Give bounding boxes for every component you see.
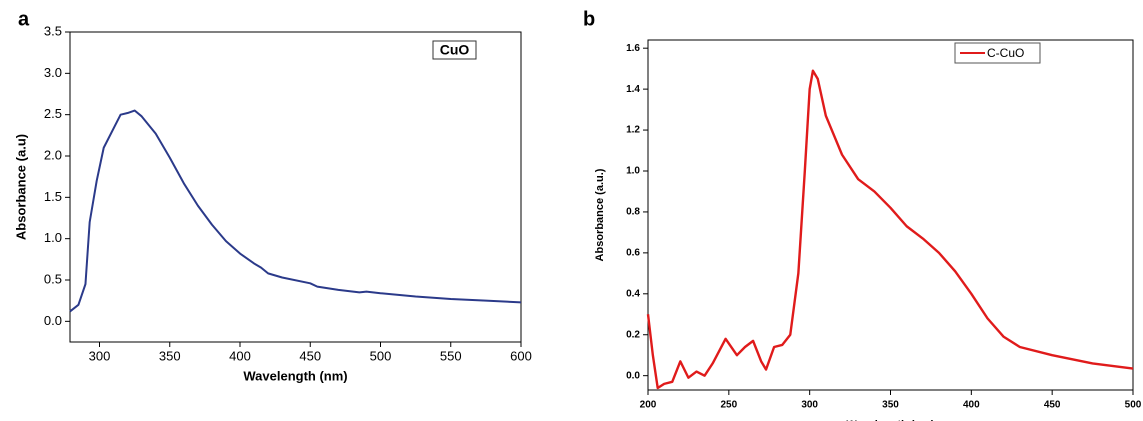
y-tick-label: 0.0 [44,313,62,328]
y-tick-label: 0.0 [626,370,640,381]
x-tick-label: 300 [801,400,818,411]
x-tick-label: 200 [640,400,657,411]
x-tick-label: 450 [1044,400,1061,411]
x-tick-label: 400 [229,348,251,363]
y-tick-label: 0.5 [44,271,62,286]
y-tick-label: 1.4 [626,84,640,95]
y-tick-label: 2.5 [44,106,62,121]
y-tick-label: 0.4 [626,288,640,299]
y-tick-label: 1.6 [626,43,640,54]
x-axis-label: Wavelength (nm) [243,368,347,383]
y-tick-label: 1.2 [626,125,640,136]
x-tick-label: 550 [440,348,462,363]
data-line [646,69,1134,390]
y-axis-label: Absorbance (a.u) [13,134,28,240]
y-tick-label: 0.2 [626,329,640,340]
legend-label: C-CuO [987,46,1024,60]
panel-label: a [18,8,30,30]
y-tick-label: 2.0 [44,147,62,162]
plot-frame [647,39,1134,391]
plot-frame [69,31,522,343]
legend-label: CuO [440,42,470,58]
panel-label: b [583,8,595,30]
x-tick-label: 500 [370,348,392,363]
y-axis-label: Absorbance (a.u.) [594,168,606,261]
legend-box [432,40,477,60]
y-tick-label: 0.6 [626,248,640,259]
x-tick-label: 500 [1125,400,1142,411]
y-tick-label: 1.5 [44,189,62,204]
x-tick-label: 400 [963,400,980,411]
data-line [69,109,522,313]
x-tick-label: 350 [159,348,181,363]
x-tick-label: 300 [89,348,111,363]
x-axis-label: Wavelength (nm) [846,419,935,421]
legend-box [954,42,1041,64]
y-tick-label: 3.5 [44,23,62,38]
x-tick-label: 600 [510,348,532,363]
x-tick-label: 450 [299,348,321,363]
y-tick-label: 1.0 [44,230,62,245]
x-tick-label: 350 [882,400,899,411]
y-tick-label: 1.0 [626,166,640,177]
y-tick-label: 3.0 [44,65,62,80]
y-tick-label: 0.8 [626,207,640,218]
x-tick-label: 250 [720,400,737,411]
